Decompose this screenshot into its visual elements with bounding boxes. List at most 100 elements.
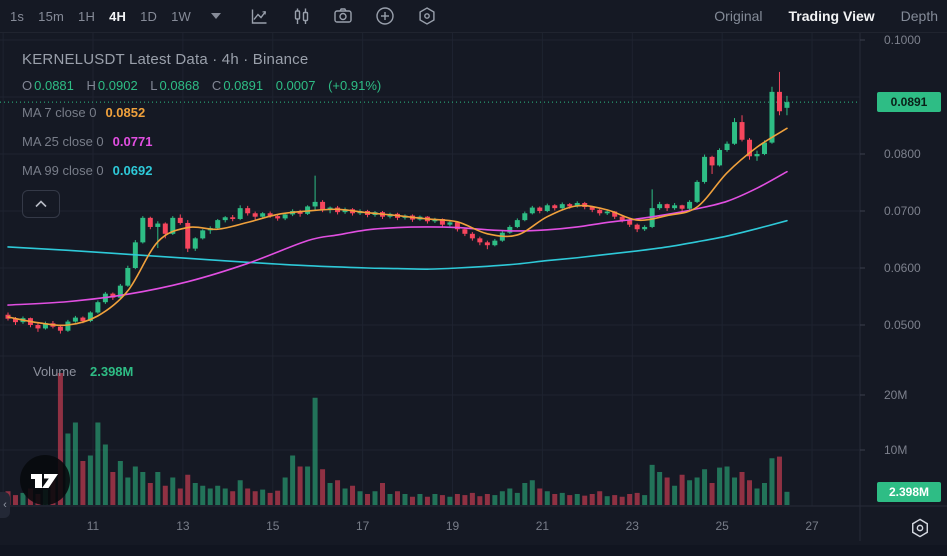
candle-body <box>694 181 700 202</box>
volume-bar <box>342 488 348 505</box>
candle-body <box>200 230 206 239</box>
volume-bar <box>110 472 116 505</box>
candle-body <box>140 217 146 243</box>
quick-settings-button[interactable] <box>905 513 935 543</box>
timeframe-1s[interactable]: 1s <box>10 8 25 24</box>
chevron-down-icon[interactable] <box>211 13 222 19</box>
indicator-chart-icon[interactable] <box>249 6 269 26</box>
volume-bar <box>619 496 625 505</box>
candles-compare-icon[interactable] <box>291 6 311 26</box>
time-axis-label: 17 <box>355 519 370 533</box>
volume-bar <box>132 466 138 505</box>
volume-bar <box>72 422 78 505</box>
timeframe-group: 1s 15m 1H 4H 1D 1W <box>0 9 227 24</box>
volume-bar <box>65 433 71 505</box>
bottom-strip <box>0 545 947 556</box>
volume-bar <box>462 495 468 505</box>
candle-body <box>597 209 603 214</box>
candle-body <box>80 317 86 322</box>
chevron-left-icon: ‹ <box>3 499 7 511</box>
volume-bar <box>267 492 273 505</box>
hexagon-settings-icon[interactable] <box>417 6 437 26</box>
candle-body <box>537 207 543 211</box>
volume-bar <box>245 488 251 505</box>
timeframe-1w[interactable]: 1W <box>171 8 192 24</box>
ma25-label: MA 25 close 0 <box>22 134 104 149</box>
volume-bar <box>177 488 183 505</box>
volume-bar <box>634 492 640 505</box>
volume-bar <box>761 483 767 505</box>
open-label: O <box>22 78 33 93</box>
candle-body <box>267 213 273 217</box>
tradingview-logo[interactable] <box>19 454 71 506</box>
volume-bar <box>87 455 93 505</box>
candle-body <box>454 222 460 230</box>
volume-bar <box>739 472 745 505</box>
timeframe-4h[interactable]: 4H <box>109 8 127 24</box>
volume-bar <box>567 495 573 505</box>
candle-body <box>282 214 288 219</box>
candle-body <box>672 205 678 209</box>
volume-axis-label: 10M <box>884 443 908 457</box>
close-value: 0.0891 <box>223 78 264 93</box>
candle-body <box>342 209 348 213</box>
volume-bar <box>544 491 550 505</box>
candle-body <box>110 293 116 298</box>
candle-body <box>72 317 78 322</box>
volume-bar <box>664 477 670 505</box>
camera-icon[interactable] <box>333 6 353 26</box>
volume-bar <box>327 483 333 505</box>
volume-value: 2.398M <box>90 364 134 379</box>
candle-body <box>305 206 311 214</box>
candle-body <box>162 223 168 234</box>
candle-body <box>492 240 498 246</box>
candle-body <box>42 323 48 329</box>
current-price-badge: 0.0891 <box>877 92 941 113</box>
candle-body <box>507 226 513 233</box>
volume-bar <box>237 480 243 505</box>
volume-bar <box>162 485 168 505</box>
panel-collapse-tab[interactable]: ‹ <box>0 492 10 518</box>
timeframe-1h[interactable]: 1H <box>78 8 96 24</box>
volume-bar <box>200 485 206 505</box>
tab-original[interactable]: Original <box>714 8 763 24</box>
volume-bar <box>747 480 753 505</box>
volume-label: Volume <box>33 364 77 379</box>
volume-bar <box>484 494 490 505</box>
candle-body <box>754 154 760 157</box>
ma7-line <box>7 127 788 327</box>
price-axis-label: 0.0500 <box>884 318 921 332</box>
volume-bar <box>80 461 86 505</box>
volume-bar <box>784 491 790 505</box>
candle-body <box>529 207 535 214</box>
timeframe-15m[interactable]: 15m <box>38 8 65 24</box>
low-label: L <box>150 78 158 93</box>
volume-bar <box>477 496 483 505</box>
volume-bar <box>574 494 580 505</box>
candle-body <box>627 220 633 225</box>
tab-depth[interactable]: Depth <box>900 8 938 24</box>
volume-bar <box>424 496 430 505</box>
chart-toolbar: 1s 15m 1H 4H 1D 1W <box>0 0 947 33</box>
timeframe-1d[interactable]: 1D <box>140 8 158 24</box>
volume-bar <box>454 494 460 505</box>
volume-bar <box>394 491 400 505</box>
collapse-legend-button[interactable] <box>22 190 60 218</box>
tab-trading-view[interactable]: Trading View <box>788 8 875 24</box>
candle-body <box>147 217 153 227</box>
volume-bar <box>657 472 663 505</box>
plus-circle-icon[interactable] <box>375 6 395 26</box>
candle-body <box>177 217 183 223</box>
volume-bar <box>642 495 648 505</box>
volume-legend: Volume 2.398M <box>33 364 133 379</box>
time-axis-label: 11 <box>86 519 100 533</box>
candle-body <box>237 208 243 219</box>
candle-body <box>12 318 18 323</box>
volume-bar <box>409 496 415 505</box>
ma7-label: MA 7 close 0 <box>22 105 97 120</box>
volume-bar <box>589 494 595 505</box>
volume-bar <box>552 494 558 505</box>
chevron-up-icon <box>35 200 47 208</box>
low-value: 0.0868 <box>159 78 200 93</box>
